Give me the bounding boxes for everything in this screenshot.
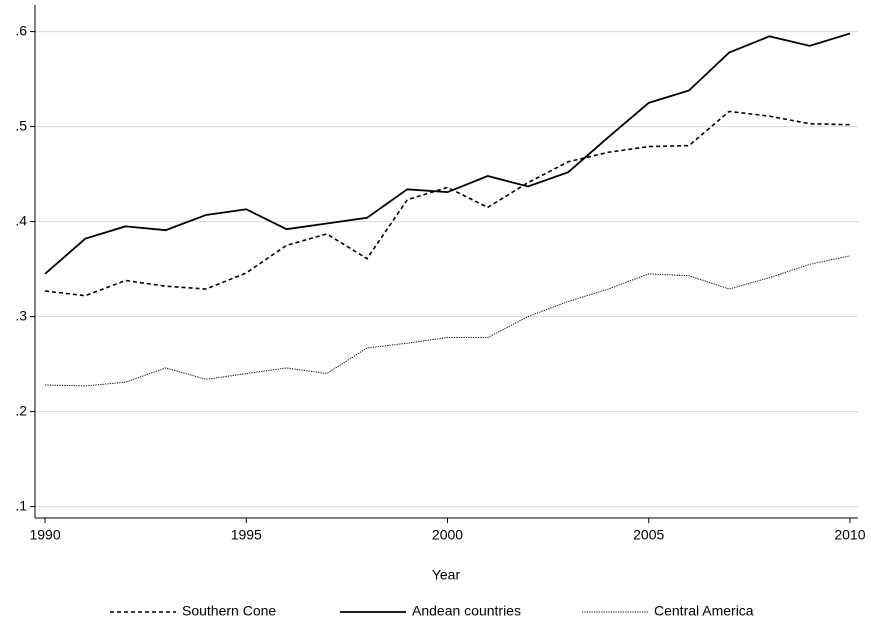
x-tick-label: 2010 bbox=[834, 527, 865, 543]
y-tick-label: .4 bbox=[15, 212, 27, 228]
x-tick-label: 2005 bbox=[633, 527, 664, 543]
x-tick-label: 1990 bbox=[29, 527, 60, 543]
legend-label: Southern Cone bbox=[182, 603, 276, 619]
y-tick-label: .2 bbox=[15, 402, 27, 418]
x-tick-label: 1995 bbox=[231, 527, 262, 543]
legend-label: Central America bbox=[654, 603, 754, 619]
series-line bbox=[44, 110, 850, 297]
y-tick-label: .6 bbox=[15, 22, 27, 38]
x-axis-label: Year bbox=[432, 567, 461, 583]
x-tick-label: 2000 bbox=[432, 527, 463, 543]
legend-label: Andean countries bbox=[412, 603, 521, 619]
series-line bbox=[45, 255, 851, 387]
y-tick-label: .3 bbox=[15, 307, 27, 323]
series-line bbox=[44, 32, 851, 275]
y-tick-label: .1 bbox=[15, 497, 27, 513]
y-tick-label: .5 bbox=[15, 117, 27, 133]
